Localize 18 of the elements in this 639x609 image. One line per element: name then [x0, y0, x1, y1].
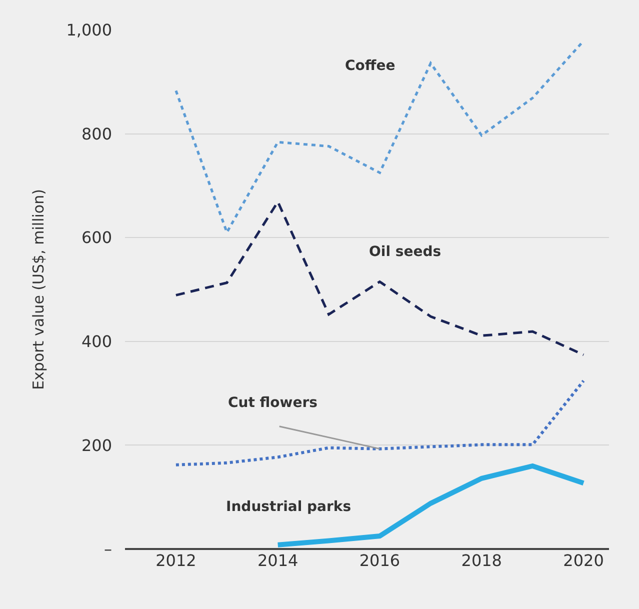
y-tick-label: – — [104, 540, 112, 559]
x-tick-label: 2014 — [257, 551, 298, 570]
series-label: Industrial parks — [226, 499, 352, 515]
y-tick-label: 800 — [81, 124, 112, 144]
y-axis-title: Export value (US$, million) — [29, 189, 48, 390]
y-tick-label: 400 — [81, 332, 112, 351]
x-tick-label: 2018 — [461, 551, 502, 570]
series-label: Coffee — [345, 58, 396, 74]
x-tick-label: 2016 — [359, 551, 400, 570]
line-series — [174, 379, 586, 466]
x-tick-label: 2020 — [563, 551, 604, 570]
y-tick-label: 200 — [81, 436, 112, 455]
text: Cut flowers — [228, 395, 318, 411]
y-tick-label: 600 — [81, 228, 112, 248]
x-tick-label: 2012 — [156, 551, 196, 570]
y-tick-label: 1,000 — [66, 20, 112, 40]
line-series — [174, 200, 585, 356]
series-label: Oil seeds — [369, 244, 442, 260]
